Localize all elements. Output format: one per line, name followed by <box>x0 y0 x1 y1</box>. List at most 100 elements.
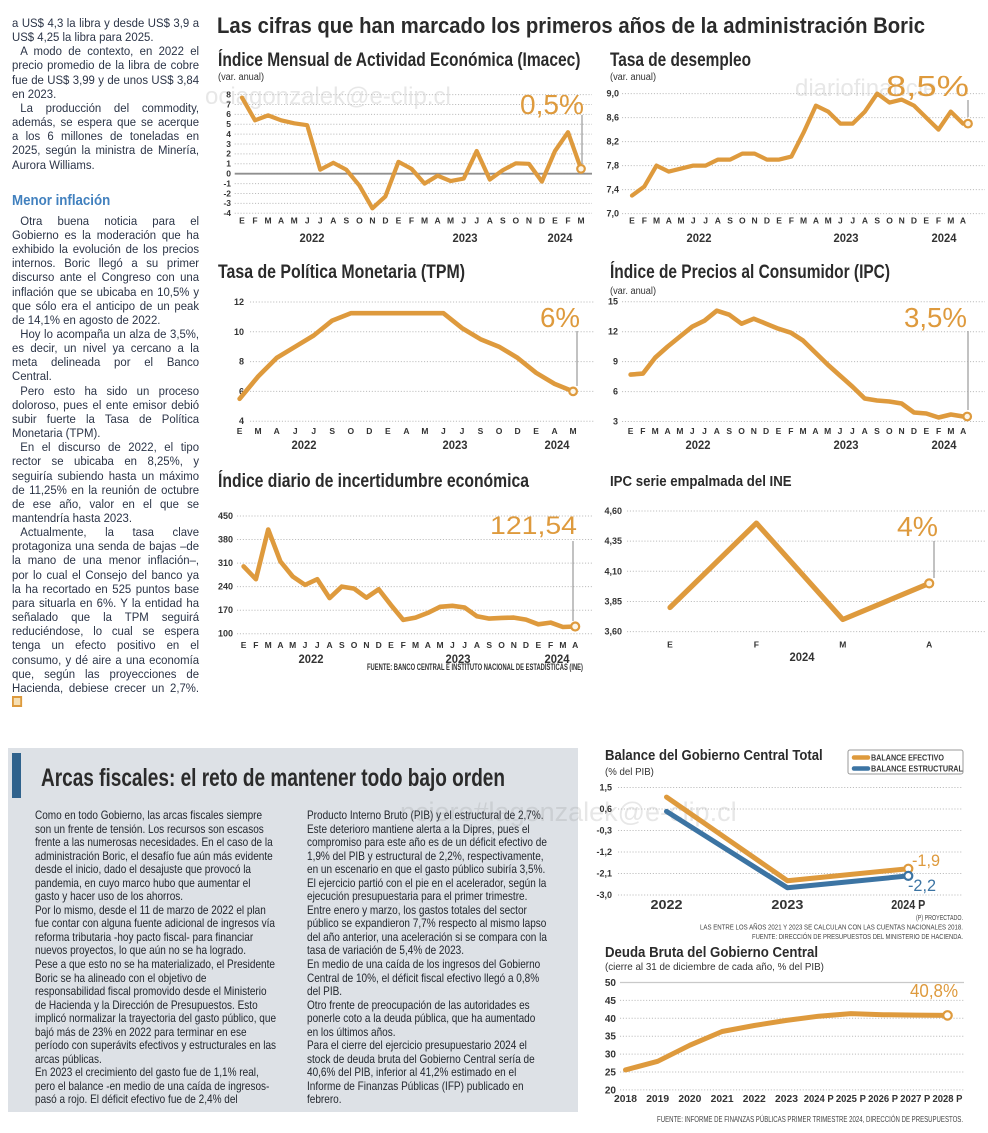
svg-text:10: 10 <box>234 327 244 337</box>
svg-text:5: 5 <box>226 119 231 129</box>
svg-text:-1,9: -1,9 <box>912 851 940 870</box>
svg-text:9: 9 <box>613 357 618 367</box>
svg-text:BALANCE ESTRUCTURAL: BALANCE ESTRUCTURAL <box>871 764 963 774</box>
svg-text:2022: 2022 <box>300 231 325 245</box>
svg-text:D: D <box>911 216 917 226</box>
svg-text:3,5%: 3,5% <box>904 302 967 333</box>
svg-text:F: F <box>640 426 645 436</box>
svg-text:6: 6 <box>613 387 618 397</box>
svg-text:40,8%: 40,8% <box>910 981 958 1001</box>
svg-text:O: O <box>351 640 358 650</box>
svg-text:N: N <box>751 426 757 436</box>
svg-text:0,6: 0,6 <box>599 804 612 814</box>
svg-text:O: O <box>347 426 354 436</box>
svg-text:F: F <box>936 426 941 436</box>
svg-text:F: F <box>409 216 414 226</box>
svg-text:E: E <box>396 216 402 226</box>
svg-text:8: 8 <box>239 357 244 367</box>
svg-text:2019: 2019 <box>646 1093 669 1105</box>
svg-text:6: 6 <box>226 109 231 119</box>
svg-text:F: F <box>565 216 570 226</box>
svg-text:O: O <box>739 216 746 226</box>
svg-text:J: J <box>838 216 843 226</box>
svg-text:M: M <box>800 216 807 226</box>
svg-text:O: O <box>356 216 363 226</box>
svg-text:8: 8 <box>226 89 231 99</box>
svg-text:F: F <box>788 426 793 436</box>
svg-text:J: J <box>311 426 316 436</box>
svg-text:3,85: 3,85 <box>604 597 622 607</box>
svg-text:N: N <box>899 426 905 436</box>
svg-text:J: J <box>460 426 465 436</box>
svg-text:A: A <box>862 426 868 436</box>
svg-text:2022: 2022 <box>299 652 324 666</box>
svg-text:7,0: 7,0 <box>606 209 619 219</box>
svg-text:N: N <box>363 640 369 650</box>
svg-text:M: M <box>559 640 566 650</box>
svg-text:A: A <box>812 426 818 436</box>
svg-text:J: J <box>850 426 855 436</box>
svg-text:6: 6 <box>239 386 244 396</box>
svg-text:9,0: 9,0 <box>606 89 619 99</box>
svg-text:A: A <box>960 426 966 436</box>
svg-text:F: F <box>789 216 794 226</box>
svg-text:0: 0 <box>226 169 231 179</box>
svg-text:E: E <box>667 640 673 650</box>
svg-text:S: S <box>339 640 345 650</box>
svg-text:M: M <box>577 216 584 226</box>
svg-text:O: O <box>498 640 505 650</box>
svg-text:A: A <box>474 640 480 650</box>
svg-text:M: M <box>570 426 577 436</box>
svg-text:100: 100 <box>218 629 233 639</box>
svg-text:S: S <box>500 216 506 226</box>
svg-text:S: S <box>329 426 335 436</box>
svg-text:2024: 2024 <box>932 231 957 245</box>
svg-text:A: A <box>714 426 720 436</box>
svg-text:J: J <box>702 426 707 436</box>
svg-text:4: 4 <box>226 129 231 139</box>
svg-text:45: 45 <box>605 996 617 1007</box>
svg-text:-1: -1 <box>223 178 231 188</box>
svg-text:3: 3 <box>613 417 618 427</box>
svg-text:170: 170 <box>218 605 233 615</box>
svg-text:2022: 2022 <box>651 897 683 912</box>
svg-text:7,4: 7,4 <box>606 185 619 195</box>
svg-text:A: A <box>278 216 284 226</box>
svg-text:M: M <box>653 216 660 226</box>
svg-text:12: 12 <box>608 327 618 337</box>
svg-text:J: J <box>450 640 455 650</box>
svg-text:310: 310 <box>218 558 233 568</box>
svg-text:M: M <box>421 426 428 436</box>
svg-text:4%: 4% <box>897 511 938 542</box>
svg-text:LAS ENTRE LOS AÑOS 2021 Y 2023: LAS ENTRE LOS AÑOS 2021 Y 2023 SE CALCUL… <box>700 923 963 932</box>
svg-text:FUENTE: BANCO CENTRAL E INSTIT: FUENTE: BANCO CENTRAL E INSTITUTO NACION… <box>367 662 583 672</box>
svg-text:E: E <box>923 426 929 436</box>
svg-text:4: 4 <box>239 416 244 426</box>
svg-text:M: M <box>412 640 419 650</box>
svg-text:N: N <box>526 216 532 226</box>
svg-text:S: S <box>478 426 484 436</box>
svg-text:15: 15 <box>608 297 618 307</box>
svg-text:F: F <box>253 640 258 650</box>
svg-text:4,10: 4,10 <box>604 566 622 576</box>
svg-text:2024 P: 2024 P <box>891 897 925 912</box>
svg-text:2021: 2021 <box>711 1093 734 1105</box>
svg-text:A: A <box>960 216 966 226</box>
svg-text:E: E <box>629 216 635 226</box>
svg-text:J: J <box>441 426 446 436</box>
svg-text:A: A <box>435 216 441 226</box>
svg-text:F: F <box>936 216 941 226</box>
svg-text:2027 P: 2027 P <box>900 1093 930 1105</box>
svg-text:2022: 2022 <box>686 438 711 452</box>
svg-text:8,5%: 8,5% <box>886 71 969 103</box>
svg-text:-4: -4 <box>223 208 231 218</box>
svg-text:40: 40 <box>605 1014 617 1025</box>
svg-text:M: M <box>947 216 954 226</box>
svg-text:D: D <box>523 640 529 650</box>
svg-text:2020: 2020 <box>678 1093 701 1105</box>
svg-text:F: F <box>754 640 759 650</box>
svg-text:J: J <box>838 426 843 436</box>
svg-text:E: E <box>628 426 634 436</box>
svg-text:(P) PROYECTADO.: (P) PROYECTADO. <box>916 913 963 922</box>
svg-text:1: 1 <box>226 159 231 169</box>
